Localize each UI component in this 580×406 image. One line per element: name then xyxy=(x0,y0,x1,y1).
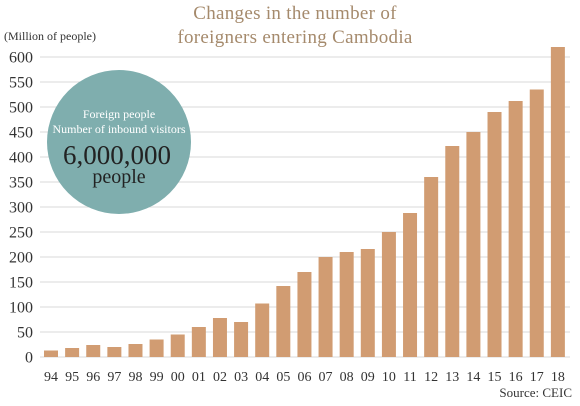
x-tick-label: 98 xyxy=(128,370,142,385)
x-tick-label: 11 xyxy=(403,370,416,385)
y-tick-label: 500 xyxy=(9,100,33,117)
x-tick-label: 04 xyxy=(255,370,269,385)
x-tick-label: 05 xyxy=(276,370,290,385)
bar-94 xyxy=(44,350,58,357)
bar-07 xyxy=(318,257,333,357)
bar-15 xyxy=(487,112,502,357)
bar-08 xyxy=(339,252,354,357)
callout-badge: Foreign people Number of inbound visitor… xyxy=(47,70,191,214)
y-tick-label: 150 xyxy=(9,275,33,292)
y-axis-label: (Million of people) xyxy=(4,29,96,43)
bar-12 xyxy=(424,177,439,357)
callout-line2: Number of inbound visitors xyxy=(53,122,186,136)
bars xyxy=(44,47,565,357)
bar-99 xyxy=(149,339,164,357)
x-axis-ticks: 94 95 96 97 98 99 00 01 02 03 04 05 06 07 08 09 10 11 12 13… xyxy=(44,370,565,385)
x-tick-label: 15 xyxy=(488,370,502,385)
x-tick-label: 06 xyxy=(297,370,311,385)
bar-11 xyxy=(403,213,418,357)
y-tick-label: 350 xyxy=(9,175,33,192)
callout-value: 6,000,000 xyxy=(63,140,171,170)
bar-17 xyxy=(529,89,544,357)
x-tick-label: 96 xyxy=(86,370,100,385)
bar-98 xyxy=(128,344,143,357)
x-tick-label: 95 xyxy=(65,370,79,385)
x-tick-label: 17 xyxy=(530,370,544,385)
callout-line1: Foreign people xyxy=(83,107,155,121)
x-tick-label: 12 xyxy=(424,370,438,385)
y-axis-ticks: 0 50 100 150 200 250 300 350 400 450 500 550 600 xyxy=(9,50,33,367)
x-tick-label: 99 xyxy=(150,370,164,385)
x-tick-label: 07 xyxy=(319,370,333,385)
x-tick-label: 02 xyxy=(213,370,227,385)
bar-14 xyxy=(466,132,481,357)
y-tick-label: 600 xyxy=(9,50,33,67)
x-tick-label: 13 xyxy=(445,370,459,385)
bar-10 xyxy=(381,232,396,357)
bar-96 xyxy=(86,345,101,357)
bar-18 xyxy=(550,47,565,357)
bar-97 xyxy=(107,347,122,357)
x-tick-label: 10 xyxy=(382,370,396,385)
y-tick-label: 550 xyxy=(9,75,33,92)
x-tick-label: 00 xyxy=(171,370,185,385)
chart-title-line2: foreigners entering Cambodia xyxy=(177,27,413,48)
x-tick-label: 14 xyxy=(466,370,480,385)
bar-06 xyxy=(297,272,312,357)
y-tick-label: 300 xyxy=(9,200,33,217)
chart-title-line1: Changes in the number of xyxy=(193,3,397,24)
bar-03 xyxy=(234,322,249,357)
x-tick-label: 09 xyxy=(361,370,375,385)
x-tick-label: 01 xyxy=(192,370,206,385)
x-tick-label: 08 xyxy=(340,370,354,385)
x-tick-label: 18 xyxy=(551,370,565,385)
bar-05 xyxy=(276,286,291,357)
x-tick-label: 16 xyxy=(509,370,523,385)
x-tick-label: 97 xyxy=(107,370,121,385)
x-tick-label: 03 xyxy=(234,370,248,385)
source-note: Source: CEIC xyxy=(499,385,572,400)
bar-00 xyxy=(170,334,185,357)
bar-95 xyxy=(65,348,80,357)
y-tick-label: 0 xyxy=(25,350,33,367)
y-tick-label: 200 xyxy=(9,250,33,267)
bar-16 xyxy=(508,101,523,357)
bar-09 xyxy=(360,249,375,357)
bar-02 xyxy=(212,318,227,357)
bar-13 xyxy=(445,146,460,357)
callout-unit: people xyxy=(92,166,145,188)
y-tick-label: 450 xyxy=(9,125,33,142)
y-tick-label: 400 xyxy=(9,150,33,167)
bar-01 xyxy=(191,327,206,357)
x-tick-label: 94 xyxy=(44,370,58,385)
bar-04 xyxy=(255,303,270,357)
chart-title: Changes in the number of foreigners ente… xyxy=(120,2,470,50)
y-tick-label: 50 xyxy=(17,325,33,342)
y-tick-label: 250 xyxy=(9,225,33,242)
y-tick-label: 100 xyxy=(9,300,33,317)
callout-circle xyxy=(47,70,191,214)
